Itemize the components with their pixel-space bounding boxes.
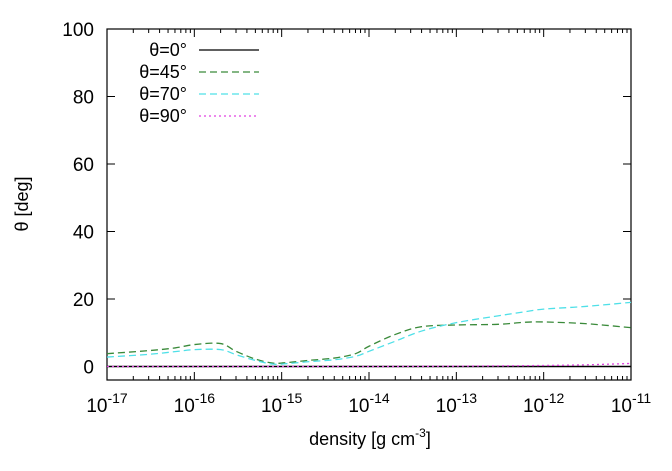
x-tick-label: 10-13 (436, 390, 478, 417)
y-tick-label: 40 (73, 223, 94, 244)
x-tick-base: 10 (523, 396, 544, 417)
x-tick-exp: -14 (369, 390, 389, 406)
x-tick-label: 10-16 (174, 390, 216, 417)
y-tick-label: 0 (83, 358, 94, 379)
x-axis-title-close: ] (426, 429, 431, 449)
x-tick-label: 10-12 (523, 390, 565, 417)
legend-label: θ=0° (149, 40, 187, 60)
x-tick-exp: -11 (632, 390, 651, 406)
x-tick-label: 10-17 (86, 390, 128, 417)
y-tick-label: 60 (73, 155, 94, 176)
x-tick-exp: -15 (282, 390, 302, 406)
legend: θ=0°θ=45°θ=70°θ=90° (139, 40, 259, 126)
series-lines (106, 301, 632, 368)
x-tick-label: 10-11 (611, 390, 652, 417)
x-tick-base: 10 (174, 396, 195, 417)
legend-label: θ=45° (139, 62, 187, 82)
x-tick-base: 10 (436, 396, 457, 417)
x-axis-title-sup: -3 (415, 426, 426, 440)
x-axis-title-main: density [g cm (309, 429, 415, 449)
x-tick-exp: -13 (457, 390, 477, 406)
legend-label: θ=70° (139, 84, 187, 104)
series-line-4 (106, 362, 632, 368)
x-tick-base: 10 (86, 396, 107, 417)
x-tick-exp: -17 (107, 390, 127, 406)
x-tick-labels: 10-17 10-16 10-15 10-14 10-13 10-12 10-11 (86, 390, 651, 417)
series-line-3 (106, 301, 632, 365)
x-tick-label: 10-15 (261, 390, 303, 417)
x-tick-base: 10 (348, 396, 369, 417)
x-tick-exp: -16 (195, 390, 215, 406)
y-axis-title: θ [deg] (12, 176, 32, 231)
x-tick-label: 10-14 (348, 390, 390, 417)
y-tick-label: 20 (73, 290, 94, 311)
y-tick-label: 100 (62, 20, 94, 41)
x-tick-exp: -12 (544, 390, 564, 406)
x-tick-base: 10 (611, 396, 632, 417)
y-tick-labels: 0 20 40 60 80 100 (62, 20, 94, 379)
axis-ticks (106, 28, 632, 380)
series-line-2 (106, 321, 632, 364)
x-tick-base: 10 (261, 396, 282, 417)
y-tick-label: 80 (73, 88, 94, 109)
legend-label: θ=90° (139, 106, 187, 126)
x-axis-title: density [g cm-3] (309, 426, 431, 449)
